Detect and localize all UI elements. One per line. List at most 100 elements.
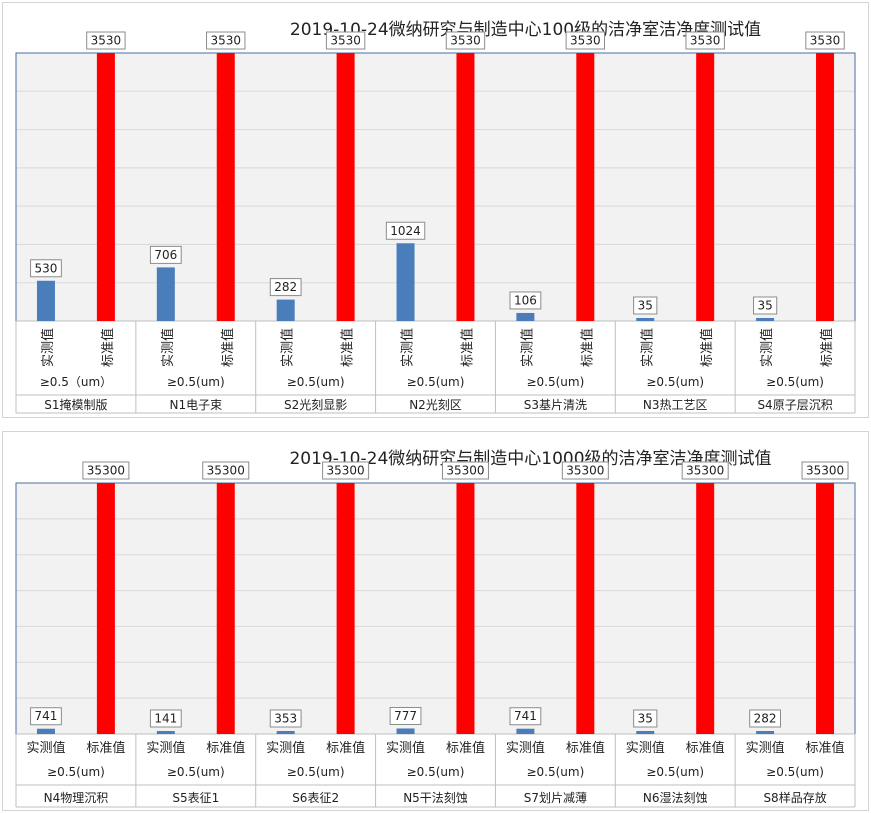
category-label: N1电子束 [169, 398, 222, 412]
bar-measured [36, 280, 55, 321]
bar-standard [96, 53, 115, 321]
bar-standard [336, 53, 355, 321]
data-label: 706 [154, 248, 177, 262]
category-label: S4原子层沉积 [757, 398, 832, 412]
bar-standard [816, 53, 835, 321]
tick-label: 实测值 [519, 328, 535, 367]
data-label-box [509, 707, 542, 726]
tick-label: 标准值 [579, 328, 595, 367]
particle-size-label: ≥0.5(um) [646, 375, 704, 389]
category-label: N6湿法刻蚀 [643, 790, 708, 805]
data-label: 1024 [390, 224, 421, 238]
data-label: 35300 [806, 464, 844, 478]
data-label: 35300 [446, 464, 484, 478]
tick-label: 标准值 [819, 328, 835, 367]
data-label-box [389, 706, 422, 725]
data-label-box [30, 707, 62, 726]
data-label: 3530 [810, 34, 841, 48]
tick-label: 标准值 [566, 740, 605, 756]
data-label-box [749, 709, 782, 728]
tick-label: 标准值 [100, 328, 116, 367]
tick-label: 实测值 [146, 740, 185, 756]
category-label: N5干法刻蚀 [403, 791, 468, 805]
bar-measured [636, 731, 655, 734]
category-label: S5表征1 [172, 791, 219, 805]
particle-size-label: ≥0.5(um) [766, 375, 824, 389]
data-label-box [685, 31, 725, 50]
bar-standard [336, 483, 355, 734]
bar-measured [396, 728, 415, 734]
plot-area [16, 483, 855, 734]
tick-label: 实测值 [26, 740, 65, 756]
tick-label: 标准值 [686, 740, 725, 756]
category-label: N3热工艺区 [643, 398, 708, 412]
data-label: 3530 [210, 34, 241, 48]
data-label: 106 [514, 293, 537, 307]
tick-label: 标准值 [340, 328, 356, 367]
data-label-box [82, 461, 130, 480]
data-label: 530 [35, 261, 58, 275]
data-label: 777 [394, 709, 417, 723]
data-label-box [269, 709, 302, 728]
data-label-box [633, 296, 658, 315]
data-label: 3530 [570, 34, 601, 48]
data-label-box [561, 461, 609, 480]
data-label-box [565, 31, 606, 50]
bar-standard [576, 53, 595, 321]
data-label: 3530 [91, 34, 122, 48]
tick-label: 标准值 [446, 740, 485, 756]
particle-size-label: ≥0.5(um) [526, 765, 584, 779]
data-label: 35300 [686, 464, 724, 478]
bar-standard [216, 483, 235, 734]
data-label-box [445, 31, 486, 50]
tick-label: 实测值 [626, 740, 665, 756]
data-label-box [753, 296, 778, 315]
bar-standard [456, 483, 475, 734]
data-label-box [801, 461, 849, 480]
data-label: 35300 [566, 464, 604, 478]
bar-standard [456, 53, 475, 321]
data-label-box [805, 31, 845, 50]
bar-measured [36, 728, 55, 734]
chart-title: 2019-10-24微纳研究与制造中心1000级的洁净室洁净度测试值 [289, 449, 772, 469]
particle-size-label: ≥0.5(um) [766, 765, 824, 779]
category-label: N4物理沉积 [44, 791, 109, 805]
bar-measured [756, 318, 775, 321]
particle-size-label: ≥0.5(um) [167, 765, 225, 779]
category-label: S6表征2 [292, 791, 339, 805]
data-label: 282 [754, 712, 777, 726]
particle-size-label: ≥0.5(um) [287, 375, 345, 389]
tick-label: 实测值 [400, 328, 416, 367]
data-label-box [441, 461, 489, 480]
data-label: 35 [638, 712, 653, 726]
data-label-box [322, 461, 370, 480]
particle-size-label: ≥0.5(um) [407, 765, 465, 779]
tick-label: 标准值 [806, 740, 845, 756]
data-label-box [149, 709, 182, 728]
tick-label: 实测值 [266, 740, 305, 756]
particle-size-label: ≥0.5(um) [167, 375, 225, 389]
bar-measured [636, 318, 655, 321]
bar-measured [276, 299, 295, 321]
tick-label: 标准值 [326, 740, 365, 756]
data-label-box [149, 245, 182, 264]
data-label-box [269, 278, 302, 297]
chart-panel-1000: 2019-10-24微纳研究与制造中心1000级的洁净室洁净度测试值 741 实测… [2, 431, 869, 811]
category-label: N2光刻区 [409, 398, 462, 412]
particle-size-label: ≥0.5(um) [407, 375, 465, 389]
data-label-box [681, 461, 729, 480]
data-label-box [86, 31, 126, 50]
data-label-box [202, 461, 250, 480]
tick-label: 实测值 [160, 328, 176, 367]
data-label-box [30, 259, 62, 278]
bar-measured [396, 243, 415, 321]
tick-label: 标准值 [206, 740, 245, 756]
data-label: 741 [514, 709, 537, 723]
bar-chart-1000: 741 实测值 35300 标准值 ≥0.5(um) N4物理沉积 141 实测值 35300 标… [15, 461, 856, 808]
bar-measured [156, 267, 175, 321]
data-label: 3530 [690, 34, 721, 48]
data-label: 741 [35, 709, 58, 723]
data-label: 3530 [330, 34, 361, 48]
data-label: 3530 [450, 34, 481, 48]
tick-label: 标准值 [86, 740, 125, 756]
